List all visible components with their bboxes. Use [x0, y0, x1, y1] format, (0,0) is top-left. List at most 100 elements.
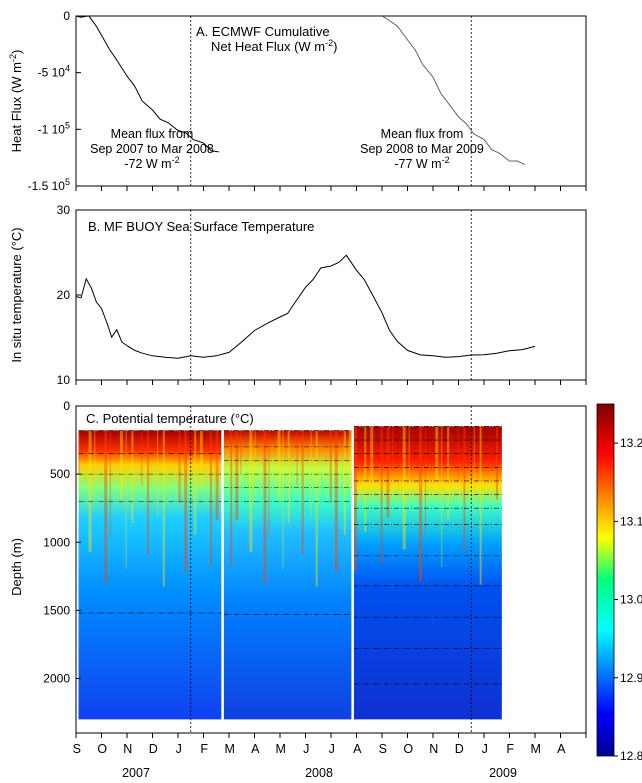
heatmap-streak — [424, 426, 426, 535]
heatmap-streak — [268, 430, 270, 538]
heatmap-streak — [119, 430, 123, 500]
x-month-label: O — [97, 742, 107, 756]
a-ytick-label: -5 104 — [38, 64, 70, 80]
heatmap-streak — [392, 426, 394, 471]
x-year-label: 2008 — [305, 766, 333, 780]
x-month-label: A — [251, 742, 260, 756]
heatmap-streak — [277, 430, 281, 500]
colorbar-tick-label: 13.2 — [620, 436, 642, 450]
heatmap-streak — [495, 426, 498, 500]
panel-a-title: A. ECMWF Cumulative — [196, 24, 330, 39]
x-month-label: F — [506, 742, 514, 756]
x-month-label: J — [303, 742, 309, 756]
a-annotation-line: Sep 2007 to Mar 2008 — [90, 142, 214, 156]
x-month-label: S — [73, 742, 81, 756]
heatmap-streak — [162, 430, 165, 587]
heatmap-streak — [473, 426, 475, 515]
panel-c-ylabel: Depth (m) — [9, 538, 24, 596]
heatmap-streak — [88, 430, 92, 552]
heatmap-block — [223, 430, 352, 720]
x-month-label: M — [276, 742, 286, 756]
colorbar-tick-label: 12.8 — [620, 749, 642, 763]
heatmap-streak — [209, 430, 212, 567]
heatmap-block — [78, 430, 222, 720]
heatmap-streak — [215, 430, 219, 521]
heatmap-streak — [408, 426, 410, 503]
heatmap-streak — [131, 430, 134, 523]
x-year-label: 2009 — [489, 766, 517, 780]
x-month-label: J — [482, 742, 488, 756]
heatmap-streak — [194, 430, 197, 535]
heatmap-streak — [141, 430, 143, 486]
a-series-line — [381, 15, 525, 165]
a-series-line — [75, 15, 219, 153]
heatmap-streak — [296, 430, 298, 486]
x-month-label: S — [379, 742, 387, 756]
heatmap-streak — [109, 430, 111, 538]
heatmap-streak — [457, 426, 459, 483]
panel-b: B. MF BUOY Sea Surface Temperature In si… — [9, 203, 587, 387]
x-month-label: A — [353, 742, 362, 756]
b-series-line — [75, 254, 536, 359]
c-ytick-label: 500 — [50, 467, 70, 481]
heatmap-streak — [479, 426, 482, 585]
heatmap-streak — [435, 426, 439, 497]
x-month-label: N — [429, 742, 438, 756]
heatmap-streak — [104, 430, 108, 584]
a-ytick-label: -1.5 105 — [28, 177, 70, 193]
panel-a-ylabel: Heat Flux (W m-2) — [8, 50, 24, 153]
heatmap-streak — [254, 430, 256, 506]
heatmap-streak — [402, 426, 406, 550]
heatmap-streak — [441, 426, 443, 568]
b-ytick-label: 30 — [57, 203, 71, 217]
x-month-label: F — [200, 742, 208, 756]
heatmap-streak — [78, 430, 80, 474]
a-annotation-value: -77 W m-2 — [394, 155, 449, 171]
heatmap-streak — [263, 430, 267, 584]
x-month-label: N — [123, 742, 132, 756]
colorbar-tick-label: 13.0 — [620, 593, 642, 607]
c-ytick-label: 2000 — [43, 672, 70, 686]
a-ytick-label: -1 105 — [38, 120, 70, 136]
colorbar-tick-label: 12.9 — [620, 671, 642, 685]
a-annotation-line: Mean flux from — [381, 127, 464, 141]
heatmap-streak — [329, 430, 332, 503]
b-ytick-label: 10 — [57, 373, 71, 387]
colorbar-gradient — [596, 403, 615, 757]
heatmap-streak — [419, 426, 423, 582]
a-annotation-line: Mean flux from — [111, 127, 194, 141]
heatmap-streak — [353, 426, 357, 570]
x-month-label: M — [531, 742, 541, 756]
heatmap-streak — [199, 430, 203, 489]
panel-c-title: C. Potential temperature (°C) — [86, 411, 254, 426]
heatmap-streak — [287, 430, 290, 523]
c-ytick-label: 1500 — [43, 603, 70, 617]
colorbar-tick-label: 13.1 — [620, 514, 642, 528]
panel-b-title: B. MF BUOY Sea Surface Temperature — [88, 219, 314, 234]
heatmap-streak — [178, 430, 181, 503]
x-axis: S O N D J F M A M J J A S O N D J F M A 2007 2008 2009 — [73, 186, 587, 780]
heatmap-streak — [447, 426, 450, 521]
panel-b-frame — [75, 209, 587, 381]
heatmap-streak — [125, 430, 127, 570]
heatmap-streak — [380, 426, 383, 565]
colorbar: 12.8 12.9 13.0 13.1 13.2 — [596, 403, 642, 763]
a-ytick-label: 0 — [63, 9, 70, 23]
a-annotation-line: Sep 2008 to Mar 2009 — [360, 142, 484, 156]
x-month-label: J — [176, 742, 182, 756]
heatmap-streak — [370, 426, 374, 486]
x-month-label: D — [455, 742, 464, 756]
panel-a-title-line2: Net Heat Flux (W m-2) — [211, 38, 337, 54]
x-month-label: A — [557, 742, 566, 756]
a-annotation-value: -72 W m-2 — [124, 155, 179, 171]
heatmap-streak — [364, 426, 367, 532]
heatmap-streak — [230, 430, 233, 567]
heatmap-streak — [386, 426, 390, 518]
panel-b-ylabel: In situ temperature (°C) — [9, 227, 24, 362]
heatmap-streak — [94, 430, 96, 506]
x-month-label: M — [225, 742, 235, 756]
x-month-label: O — [403, 742, 413, 756]
c-ytick-label: 1000 — [43, 535, 70, 549]
panel-a: A. ECMWF Cumulative Net Heat Flux (W m-2… — [8, 9, 587, 193]
